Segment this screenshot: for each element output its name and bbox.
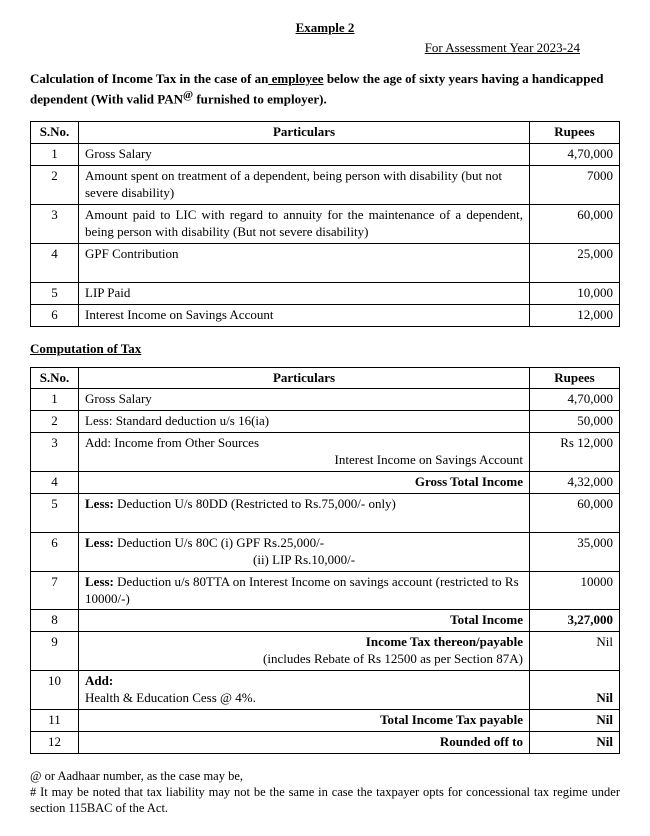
- cell-particulars: Less: Standard deduction u/s 16(ia): [79, 411, 530, 433]
- cell-particulars: Less: Deduction u/s 80TTA on Interest In…: [79, 571, 530, 610]
- cell-particulars: Total Income: [79, 610, 530, 632]
- cell-particulars: Total Income Tax payable: [79, 709, 530, 731]
- cell-particulars: Less: Deduction U/s 80DD (Restricted to …: [79, 493, 530, 532]
- header-rupees: Rupees: [530, 367, 620, 389]
- cell-particulars: Gross Salary: [79, 144, 530, 166]
- cell-sno: 1: [31, 389, 79, 411]
- cell-rupees: Nil: [530, 731, 620, 753]
- intro-text-1: Calculation of Income Tax in the case of…: [30, 71, 268, 86]
- table-row: 4Gross Total Income4,32,000: [31, 472, 620, 494]
- cell-rupees: 7000: [530, 166, 620, 205]
- header-rupees: Rupees: [530, 122, 620, 144]
- cell-sno: 6: [31, 304, 79, 326]
- cell-particulars: Interest Income on Savings Account: [79, 304, 530, 326]
- cell-sno: 4: [31, 243, 79, 282]
- cell-rupees: Rs 12,000: [530, 433, 620, 472]
- table-row: 1Gross Salary4,70,000: [31, 389, 620, 411]
- table-row: 6Interest Income on Savings Account12,00…: [31, 304, 620, 326]
- table-row: 3Amount paid to LIC with regard to annui…: [31, 204, 620, 243]
- table-row: 4GPF Contribution25,000: [31, 243, 620, 282]
- cell-sno: 7: [31, 571, 79, 610]
- cell-rupees: 4,70,000: [530, 389, 620, 411]
- cell-rupees: 10,000: [530, 282, 620, 304]
- cell-sno: 3: [31, 204, 79, 243]
- table-row: 12Rounded off toNil: [31, 731, 620, 753]
- cell-sno: 2: [31, 166, 79, 205]
- table-row: 11Total Income Tax payableNil: [31, 709, 620, 731]
- table-row: 3Add: Income from Other SourcesInterest …: [31, 433, 620, 472]
- cell-particulars: Add:Health & Education Cess @ 4%.: [79, 671, 530, 710]
- footnote-2: # It may be noted that tax liability may…: [30, 784, 620, 817]
- cell-rupees: Nil: [530, 632, 620, 671]
- table-header-row: S.No. Particulars Rupees: [31, 367, 620, 389]
- cell-sno: 6: [31, 532, 79, 571]
- cell-rupees: 10000: [530, 571, 620, 610]
- table-row: 2Less: Standard deduction u/s 16(ia)50,0…: [31, 411, 620, 433]
- cell-particulars: Gross Total Income: [79, 472, 530, 494]
- cell-rupees: Nil: [530, 709, 620, 731]
- cell-particulars: Gross Salary: [79, 389, 530, 411]
- table-row: 5Less: Deduction U/s 80DD (Restricted to…: [31, 493, 620, 532]
- table-row: 5LIP Paid10,000: [31, 282, 620, 304]
- cell-rupees: 50,000: [530, 411, 620, 433]
- computation-table: S.No. Particulars Rupees 1Gross Salary4,…: [30, 367, 620, 754]
- cell-rupees: 60,000: [530, 204, 620, 243]
- cell-rupees: 12,000: [530, 304, 620, 326]
- header-particulars: Particulars: [79, 367, 530, 389]
- cell-rupees: 25,000: [530, 243, 620, 282]
- cell-sno: 1: [31, 144, 79, 166]
- table-row: 8Total Income3,27,000: [31, 610, 620, 632]
- footnote-1: @ or Aadhaar number, as the case may be,: [30, 768, 620, 784]
- cell-rupees: 4,70,000: [530, 144, 620, 166]
- table-row: 10Add:Health & Education Cess @ 4%.Nil: [31, 671, 620, 710]
- cell-sno: 5: [31, 282, 79, 304]
- table-row: 6Less: Deduction U/s 80C (i) GPF Rs.25,0…: [31, 532, 620, 571]
- cell-sno: 5: [31, 493, 79, 532]
- cell-sno: 4: [31, 472, 79, 494]
- cell-rupees: 35,000: [530, 532, 620, 571]
- intro-text-3: furnished to employer).: [193, 91, 327, 106]
- header-sno: S.No.: [31, 122, 79, 144]
- intro-paragraph: Calculation of Income Tax in the case of…: [30, 70, 620, 107]
- cell-particulars: Income Tax thereon/payable(includes Reba…: [79, 632, 530, 671]
- cell-rupees: 4,32,000: [530, 472, 620, 494]
- table-row: 9Income Tax thereon/payable(includes Reb…: [31, 632, 620, 671]
- cell-particulars: Add: Income from Other SourcesInterest I…: [79, 433, 530, 472]
- example-title: Example 2: [30, 20, 620, 36]
- cell-sno: 10: [31, 671, 79, 710]
- table-header-row: S.No. Particulars Rupees: [31, 122, 620, 144]
- intro-superscript: @: [183, 89, 193, 101]
- cell-sno: 11: [31, 709, 79, 731]
- cell-sno: 12: [31, 731, 79, 753]
- table-row: 7Less: Deduction u/s 80TTA on Interest I…: [31, 571, 620, 610]
- cell-rupees: Nil: [530, 671, 620, 710]
- header-sno: S.No.: [31, 367, 79, 389]
- header-particulars: Particulars: [79, 122, 530, 144]
- cell-sno: 9: [31, 632, 79, 671]
- cell-particulars: GPF Contribution: [79, 243, 530, 282]
- cell-sno: 3: [31, 433, 79, 472]
- cell-particulars: Amount spent on treatment of a dependent…: [79, 166, 530, 205]
- intro-underline: employee: [268, 71, 323, 86]
- cell-particulars: Rounded off to: [79, 731, 530, 753]
- cell-particulars: Amount paid to LIC with regard to annuit…: [79, 204, 530, 243]
- assessment-year: For Assessment Year 2023-24: [30, 40, 620, 56]
- cell-particulars: LIP Paid: [79, 282, 530, 304]
- table-row: 1Gross Salary4,70,000: [31, 144, 620, 166]
- cell-rupees: 3,27,000: [530, 610, 620, 632]
- cell-rupees: 60,000: [530, 493, 620, 532]
- input-data-table: S.No. Particulars Rupees 1Gross Salary4,…: [30, 121, 620, 326]
- cell-particulars: Less: Deduction U/s 80C (i) GPF Rs.25,00…: [79, 532, 530, 571]
- cell-sno: 8: [31, 610, 79, 632]
- table-row: 2Amount spent on treatment of a dependen…: [31, 166, 620, 205]
- cell-sno: 2: [31, 411, 79, 433]
- computation-heading: Computation of Tax: [30, 341, 620, 357]
